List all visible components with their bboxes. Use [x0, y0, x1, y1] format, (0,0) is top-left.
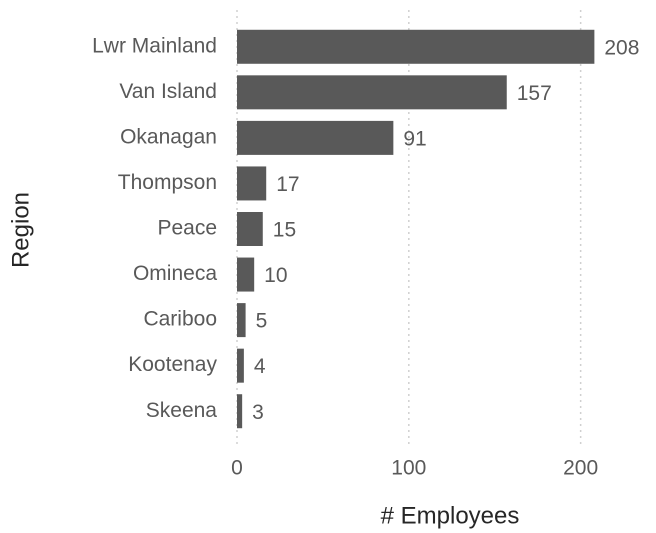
- y-tick-label: Kootenay: [128, 353, 217, 376]
- data-label: 4: [254, 355, 266, 378]
- bar: [237, 120, 394, 155]
- bar: [237, 257, 255, 292]
- bar: [237, 394, 243, 429]
- x-tick-label: 0: [231, 457, 243, 480]
- y-tick-label: Cariboo: [143, 308, 217, 331]
- y-tick-label: Thompson: [118, 171, 217, 194]
- y-tick-label: Lwr Mainland: [92, 34, 217, 57]
- data-label: 10: [264, 264, 287, 287]
- bar: [237, 75, 507, 110]
- bar: [237, 212, 263, 246]
- y-tick-label: Van Island: [119, 80, 217, 103]
- data-label: 3: [252, 401, 264, 424]
- x-tick-label: 200: [563, 457, 598, 480]
- bar: [237, 166, 267, 201]
- data-label: 17: [276, 173, 299, 196]
- data-label: 208: [604, 36, 639, 59]
- bar: [237, 29, 595, 64]
- y-tick-label: Omineca: [133, 262, 217, 285]
- y-axis-title: Region: [7, 192, 34, 268]
- y-tick-label: Okanagan: [120, 125, 217, 148]
- data-label: 15: [273, 219, 296, 242]
- x-axis-title: # Employees: [381, 502, 520, 529]
- y-tick-label: Skeena: [146, 399, 218, 422]
- data-label: 91: [403, 127, 426, 150]
- y-tick-label: Peace: [157, 217, 217, 240]
- x-tick-label: 100: [391, 457, 426, 480]
- data-label: 5: [256, 310, 268, 333]
- bar: [237, 303, 246, 338]
- data-label: 157: [517, 82, 552, 105]
- bar: [237, 348, 244, 383]
